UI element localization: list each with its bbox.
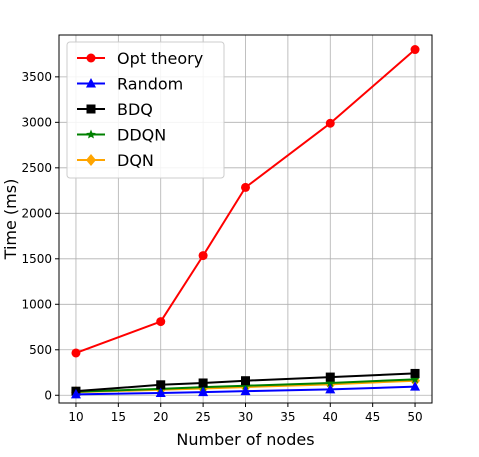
data-point-ddqn <box>240 380 251 390</box>
data-point-random <box>155 387 166 397</box>
data-point-bdq <box>325 372 335 382</box>
series-layer <box>70 45 421 399</box>
legend-marker <box>86 154 96 166</box>
x-tick-label: 25 <box>195 410 210 424</box>
data-point-opt-theory <box>156 317 166 327</box>
data-point-random <box>70 388 81 399</box>
legend-marker <box>86 53 96 63</box>
y-tick-label: 2000 <box>21 206 52 220</box>
data-point-opt-theory <box>198 251 208 261</box>
data-point-bdq <box>156 380 166 390</box>
y-axis-ticks: 0 500 1000 1500 2000 2500 3000 3500 <box>21 70 59 402</box>
legend-label: Random <box>117 75 183 94</box>
y-tick-label: 1000 <box>21 297 52 311</box>
x-tick-label: 20 <box>153 410 168 424</box>
series-line-bdq <box>75 372 416 393</box>
x-tick-label: 15 <box>111 410 126 424</box>
data-point-opt-theory <box>325 118 335 128</box>
data-point-bdq <box>241 376 250 386</box>
data-point-bdq <box>198 378 208 388</box>
legend-entry-random: Random <box>77 75 183 94</box>
data-point-opt-theory <box>71 348 81 358</box>
x-tick-label: 40 <box>323 410 338 424</box>
legend-label: DDQN <box>117 126 166 145</box>
data-point-random <box>410 381 421 391</box>
data-point-bdq <box>410 368 420 378</box>
legend: Opt theory Random BDQ DDQN DQN <box>66 41 225 179</box>
legend-label: Opt theory <box>117 49 203 68</box>
data-point-opt-theory <box>241 182 250 192</box>
series-random <box>70 381 421 399</box>
series-opt-theory <box>71 45 420 358</box>
x-tick-label: 10 <box>68 410 83 424</box>
legend-label: BDQ <box>117 100 153 119</box>
data-point-random <box>198 386 209 397</box>
series-line-random <box>75 385 416 396</box>
legend-box <box>66 41 225 179</box>
legend-entry-opt-theory: Opt theory <box>77 49 203 68</box>
x-tick-label: 35 <box>280 410 295 424</box>
series-line-ddqn <box>75 378 416 393</box>
legend-marker <box>86 104 96 114</box>
x-tick-label: 50 <box>407 410 422 424</box>
legend-marker <box>86 129 96 139</box>
y-tick-label: 0 <box>44 388 52 402</box>
y-tick-label: 2500 <box>21 161 52 175</box>
y-tick-label: 1500 <box>21 252 52 266</box>
y-tick-label: 500 <box>29 343 52 357</box>
x-axis-ticks: 10 15 20 25 30 35 40 45 50 <box>68 403 423 424</box>
series-line-opt-theory <box>75 48 416 354</box>
legend-marker <box>86 78 96 88</box>
x-tick-label: 30 <box>238 410 253 424</box>
x-axis-title: Number of nodes <box>176 430 314 449</box>
data-point-random <box>240 385 251 396</box>
data-point-ddqn <box>410 374 420 384</box>
data-point-opt-theory <box>410 45 420 55</box>
data-point-ddqn <box>325 377 336 388</box>
legend-entry-ddqn: DDQN <box>77 126 166 145</box>
y-axis-title: Time (ms) <box>1 179 20 261</box>
grid-lines <box>59 35 432 403</box>
x-tick-label: 45 <box>365 410 380 424</box>
legend-entry-dqn: DQN <box>77 151 154 170</box>
data-point-random <box>325 383 336 394</box>
legend-label: DQN <box>117 151 154 170</box>
y-tick-label: 3500 <box>21 70 52 84</box>
y-tick-label: 3000 <box>21 115 52 129</box>
legend-entry-bdq: BDQ <box>77 100 153 119</box>
